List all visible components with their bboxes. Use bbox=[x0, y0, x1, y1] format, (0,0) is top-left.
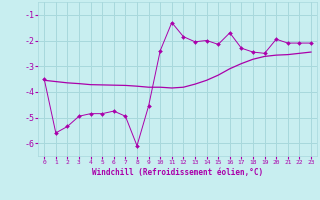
X-axis label: Windchill (Refroidissement éolien,°C): Windchill (Refroidissement éolien,°C) bbox=[92, 168, 263, 177]
